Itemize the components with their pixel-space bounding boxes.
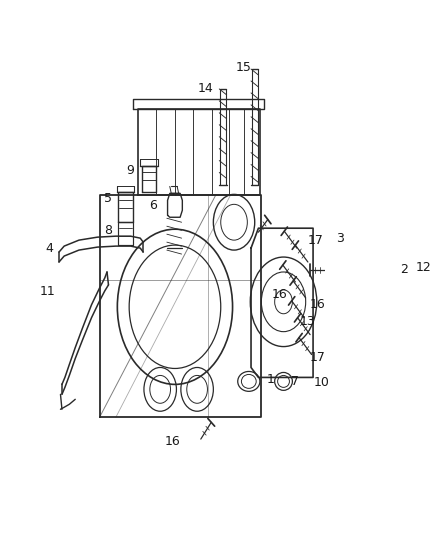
Text: 1: 1 [267,373,275,386]
Text: 17: 17 [310,351,325,364]
Text: 4: 4 [46,241,53,255]
Text: 15: 15 [236,61,251,74]
Text: 5: 5 [104,192,112,205]
Text: 16: 16 [271,288,287,301]
Text: 7: 7 [291,375,299,388]
Text: 16: 16 [310,298,325,311]
Text: 11: 11 [39,285,55,298]
Text: 8: 8 [105,224,113,237]
Text: 12: 12 [416,262,432,274]
Text: 17: 17 [307,233,323,247]
Text: 6: 6 [149,199,157,212]
Text: 16: 16 [165,434,180,448]
Text: 10: 10 [313,376,329,389]
Text: 3: 3 [336,232,343,245]
Text: 14: 14 [198,83,213,95]
Text: 2: 2 [400,263,408,277]
Text: 9: 9 [127,164,134,177]
Text: 13: 13 [300,315,316,328]
